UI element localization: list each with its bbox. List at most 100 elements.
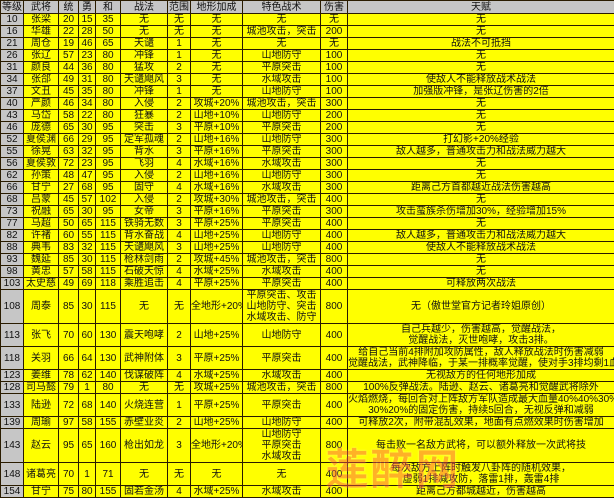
cell-harmony: 118 xyxy=(95,277,121,290)
table-row: 143 赵云 95 65 160 枪出如龙 3 全地形+20% 山地防守 平原突击 水域攻击 80… xyxy=(0,428,614,463)
cell-damage: 300 xyxy=(320,133,348,146)
col-header-talent: 天赋 xyxy=(347,0,614,14)
cell-level: 46 xyxy=(0,121,24,134)
table-row: 154 甘宁 75 80 155 固若金汤 4 水域+25% 水域攻击 400 距离己方都城越近，伤… xyxy=(0,485,614,498)
cell-valor: 1 xyxy=(78,462,96,486)
table-row: 113 张飞 70 60 130 震天咆哮 2 山地+25% 山地防守 400 自己兵越少，伤害越高… xyxy=(0,323,614,347)
cell-talent: 无 xyxy=(347,169,614,182)
table-row: 55 徐晃 63 32 95 背水 3 平原+16% 平原突击 300 敌人越多，普通攻击力和战法威… xyxy=(0,145,614,158)
cell-level: 40 xyxy=(0,97,24,110)
cell-level: 133 xyxy=(0,393,24,417)
cell-terrain-bonus: 平原+16% xyxy=(190,205,243,218)
cell-range: 4 xyxy=(167,277,191,290)
cell-harmony: 115 xyxy=(95,253,121,266)
cell-talent: 无视敌方的任何地形加成 xyxy=(347,369,614,382)
cell-general: 司马懿 xyxy=(23,381,59,394)
cell-command: 70 xyxy=(58,323,79,347)
cell-level: 113 xyxy=(0,323,24,347)
cell-damage: 无 xyxy=(320,13,348,26)
cell-talent: 无 xyxy=(347,97,614,110)
cell-harmony: 95 xyxy=(95,157,121,170)
table-row: 40 严颜 46 34 80 入侵 2 攻城+20% 城池攻击，突击 300 无 xyxy=(0,97,614,110)
cell-valor: 30 xyxy=(78,121,96,134)
cell-level: 56 xyxy=(0,157,24,170)
cell-special-tactics: 山地防守 xyxy=(242,133,321,146)
cell-level: 148 xyxy=(0,462,24,486)
cell-level: 77 xyxy=(0,217,24,230)
cell-damage: 300 xyxy=(320,169,348,182)
cell-special-tactics: 城池攻击，突击 xyxy=(242,25,321,38)
cell-general: 张梁 xyxy=(23,13,59,26)
cell-skill: 无 xyxy=(120,462,168,486)
cell-skill: 天谴 xyxy=(120,37,168,50)
cell-level: 43 xyxy=(0,109,24,122)
cell-harmony: 80 xyxy=(95,73,121,86)
cell-range: 2 xyxy=(167,61,191,74)
cell-general: 徐晃 xyxy=(23,145,59,158)
cell-valor: 58 xyxy=(78,416,96,429)
table-row: 123 姜维 78 62 140 伐谋破阵 4 水域+25% 水域攻击 400 无视敌方的任何地形加… xyxy=(0,369,614,382)
cell-damage: 200 xyxy=(320,25,348,38)
cell-range: 4 xyxy=(167,485,191,498)
cell-talent: 无 xyxy=(347,25,614,38)
cell-terrain-bonus: 平原+25% xyxy=(190,277,243,290)
cell-skill: 天谴飓风 xyxy=(120,241,168,254)
cell-terrain-bonus: 平原+25% xyxy=(190,346,243,370)
cell-general: 张辽 xyxy=(23,49,59,62)
cell-range: 无 xyxy=(167,462,191,486)
cell-command: 78 xyxy=(58,369,79,382)
table-row: 139 周瑜 97 58 155 赤壁业炎 2 山地+25% 山地防守 400 可释放2次，附带混乱… xyxy=(0,416,614,429)
cell-range: 3 xyxy=(167,121,191,134)
cell-harmony: 130 xyxy=(95,346,121,370)
cell-level: 73 xyxy=(0,205,24,218)
cell-damage: 800 xyxy=(320,253,348,266)
cell-harmony: 115 xyxy=(95,241,121,254)
cell-skill: 冲锋 xyxy=(120,49,168,62)
cell-talent: 无 xyxy=(347,253,614,266)
cell-special-tactics: 水域攻击 xyxy=(242,181,321,194)
table-row: 118 关羽 66 64 130 武神附体 3 平原+25% 平原突击 400 给自己当前4排附加攻… xyxy=(0,346,614,370)
cell-terrain-bonus: 攻城+30% xyxy=(190,193,243,206)
cell-skill: 入侵 xyxy=(120,169,168,182)
table-row: 10 张梁 20 15 35 无无无无无无 xyxy=(0,13,614,26)
cell-level: 154 xyxy=(0,485,24,498)
cell-special-tactics: 平原突击 xyxy=(242,277,321,290)
cell-skill: 冲锋 xyxy=(120,85,168,98)
cell-damage: 400 xyxy=(320,416,348,429)
cell-range: 3 xyxy=(167,241,191,254)
cell-valor: 65 xyxy=(78,217,96,230)
cell-valor: 68 xyxy=(78,393,96,417)
cell-range: 2 xyxy=(167,133,191,146)
cell-special-tactics: 山地防守 xyxy=(242,85,321,98)
cell-command: 27 xyxy=(58,181,79,194)
cell-general: 姜维 xyxy=(23,369,59,382)
cell-harmony: 80 xyxy=(95,49,121,62)
cell-level: 88 xyxy=(0,241,24,254)
cell-command: 20 xyxy=(58,13,79,26)
cell-talent: 火焰燃烧，每回合对上阵敌方军队造成最大血量40%40%30% 30%20%的固定… xyxy=(347,393,614,417)
cell-skill: 无 xyxy=(120,25,168,38)
cell-range: 4 xyxy=(167,369,191,382)
cell-skill: 固守 xyxy=(120,181,168,194)
cell-special-tactics: 平原突击、攻击 山地防守、突击 水域攻击、防守 xyxy=(242,289,321,324)
cell-terrain-bonus: 无 xyxy=(190,25,243,38)
cell-valor: 28 xyxy=(78,25,96,38)
cell-talent: 无 xyxy=(347,265,614,278)
cell-valor: 60 xyxy=(78,323,96,347)
cell-valor: 30 xyxy=(78,289,96,324)
cell-level: 66 xyxy=(0,181,24,194)
cell-talent: 使敌人不能释放战术战法 xyxy=(347,73,614,86)
cell-talent: 使敌人不能释放战术战法 xyxy=(347,241,614,254)
cell-special-tactics: 平原突击 xyxy=(242,121,321,134)
cell-range: 2 xyxy=(167,97,191,110)
cell-special-tactics: 平原突击 xyxy=(242,346,321,370)
table-header: 等级 武将 统 勇 和 战法 范围 地形加成 特色战术 伤害 天赋 xyxy=(0,0,614,14)
cell-command: 49 xyxy=(58,277,79,290)
cell-damage: 无 xyxy=(320,37,348,50)
cell-talent: 无 xyxy=(347,217,614,230)
cell-level: 10 xyxy=(0,13,24,26)
cell-range: 1 xyxy=(167,49,191,62)
cell-range: 4 xyxy=(167,229,191,242)
cell-special-tactics: 城池攻击，突击 xyxy=(242,193,321,206)
